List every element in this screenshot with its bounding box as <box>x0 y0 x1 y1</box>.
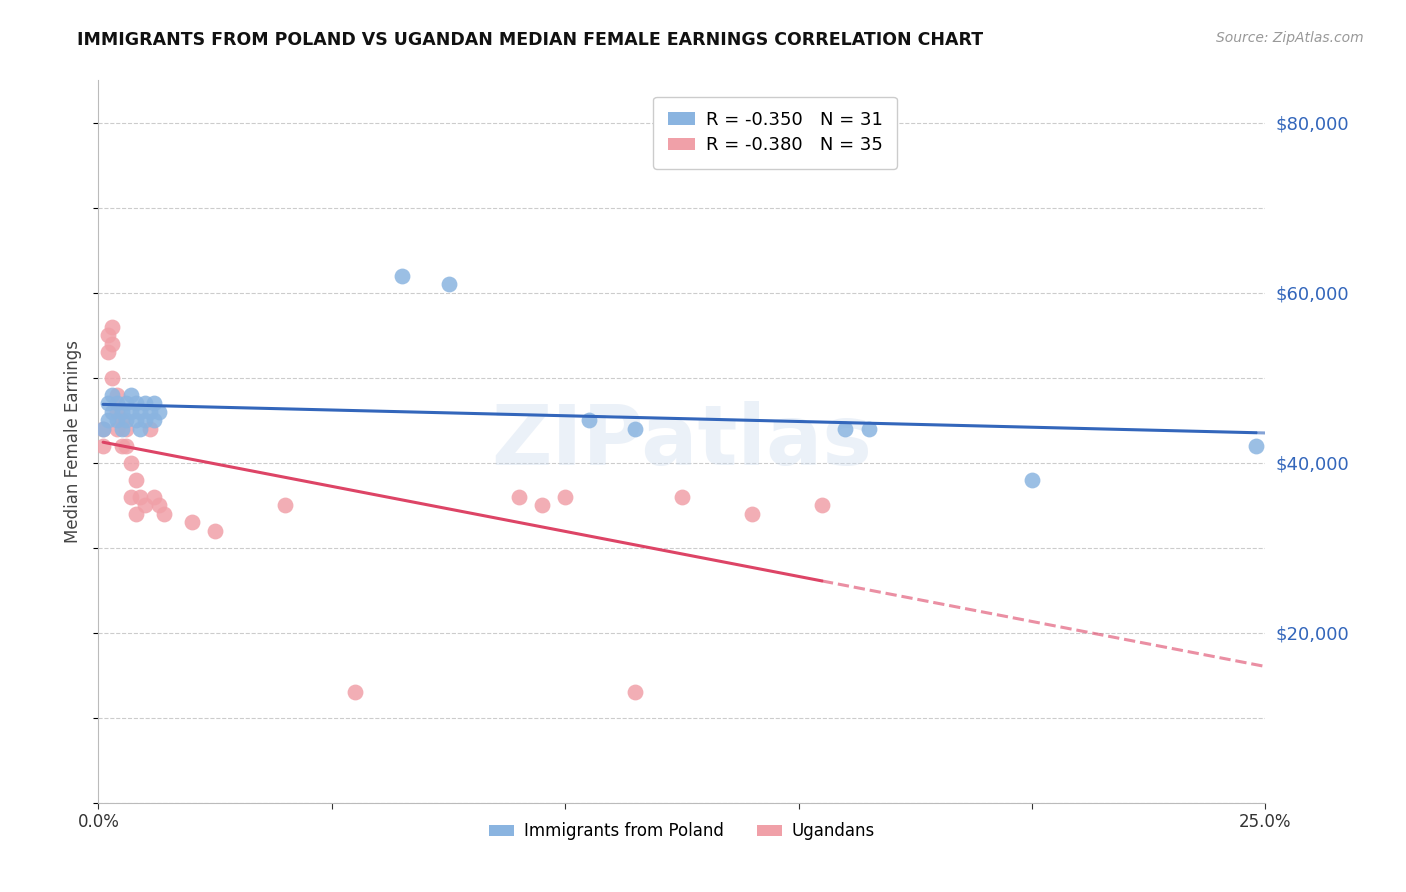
Point <box>115 422 138 436</box>
Point <box>274 498 297 512</box>
Point <box>1244 439 1267 453</box>
Legend: Immigrants from Poland, Ugandans: Immigrants from Poland, Ugandans <box>481 814 883 848</box>
Point <box>391 268 413 283</box>
Point <box>143 396 166 410</box>
Point <box>344 685 367 699</box>
Point <box>125 473 148 487</box>
Point <box>858 422 880 436</box>
Point <box>125 413 148 427</box>
Point <box>671 490 693 504</box>
Y-axis label: Median Female Earnings: Median Female Earnings <box>65 340 83 543</box>
Point <box>97 328 120 343</box>
Point <box>125 507 148 521</box>
Point <box>437 277 460 292</box>
Point <box>120 388 142 402</box>
Point <box>125 396 148 410</box>
Point <box>129 490 152 504</box>
Point <box>120 405 142 419</box>
Text: IMMIGRANTS FROM POLAND VS UGANDAN MEDIAN FEMALE EARNINGS CORRELATION CHART: IMMIGRANTS FROM POLAND VS UGANDAN MEDIAN… <box>77 31 983 49</box>
Point <box>129 405 152 419</box>
Point <box>101 371 124 385</box>
Point <box>134 396 156 410</box>
Point <box>111 422 134 436</box>
Point <box>120 490 142 504</box>
Point <box>101 319 124 334</box>
Point <box>624 685 647 699</box>
Point <box>111 405 134 419</box>
Point <box>129 422 152 436</box>
Point <box>508 490 530 504</box>
Point <box>91 439 114 453</box>
Point <box>554 490 576 504</box>
Point <box>101 405 124 419</box>
Point <box>105 396 128 410</box>
Point <box>139 422 162 436</box>
Text: Source: ZipAtlas.com: Source: ZipAtlas.com <box>1216 31 1364 45</box>
Point <box>148 405 170 419</box>
Point <box>578 413 600 427</box>
Point <box>101 336 124 351</box>
Point <box>120 456 142 470</box>
Point <box>152 507 174 521</box>
Point <box>105 388 128 402</box>
Point <box>143 413 166 427</box>
Point <box>105 405 128 419</box>
Point <box>101 388 124 402</box>
Point <box>134 498 156 512</box>
Point <box>180 516 202 530</box>
Point <box>624 422 647 436</box>
Point <box>139 405 162 419</box>
Point <box>111 413 134 427</box>
Point <box>530 498 553 512</box>
Point <box>811 498 834 512</box>
Point <box>834 422 856 436</box>
Point <box>91 422 114 436</box>
Point <box>111 439 134 453</box>
Point <box>115 413 138 427</box>
Point <box>105 413 128 427</box>
Point <box>97 345 120 359</box>
Point <box>134 413 156 427</box>
Point <box>97 413 120 427</box>
Point <box>105 422 128 436</box>
Point <box>97 396 120 410</box>
Point <box>143 490 166 504</box>
Point <box>1021 473 1043 487</box>
Point <box>148 498 170 512</box>
Point <box>91 422 114 436</box>
Text: ZIPatlas: ZIPatlas <box>492 401 872 482</box>
Point <box>741 507 763 521</box>
Point <box>115 439 138 453</box>
Point <box>115 396 138 410</box>
Point <box>204 524 226 538</box>
